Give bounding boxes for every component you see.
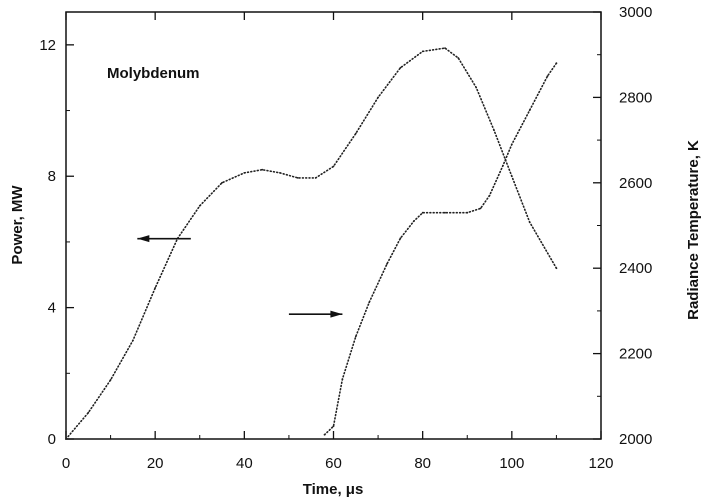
temperature-data-point [488, 194, 491, 197]
temperature-data-point [546, 75, 549, 77]
arrow-head [137, 235, 150, 243]
x-tick-label: 60 [325, 455, 342, 472]
temperature-data-point [502, 164, 504, 167]
left-y-tick-label: 0 [48, 431, 56, 448]
temperature-data-point [323, 433, 326, 436]
power-data-point [457, 57, 460, 59]
temperature-data-point [421, 211, 424, 214]
power-data-point [332, 165, 335, 168]
power-data-point [87, 411, 90, 414]
power-data-point [243, 172, 246, 174]
temperature-data-point [510, 143, 513, 146]
temperature-data-point [555, 62, 558, 65]
right-y-tick-label: 2600 [619, 175, 652, 192]
power-data-point [555, 267, 558, 270]
power-data-point [279, 172, 281, 174]
material-annotation: Molybdenum [107, 65, 200, 82]
power-data-point [132, 339, 134, 342]
power-data-point [528, 221, 531, 224]
right-y-tick-label: 2400 [619, 260, 652, 277]
temperature-series [323, 62, 558, 436]
left-y-axis-title: Power, MW [9, 185, 26, 265]
arrow-head [330, 310, 343, 318]
power-data-point [296, 177, 299, 179]
x-tick-label: 0 [62, 455, 70, 472]
power-data-point [444, 47, 446, 49]
temperature-data-point [354, 335, 357, 338]
ticks-layer: 0 20 40 60 80 100 120 0 4 8 12 2000 2200 2400 2600 2800… [39, 4, 652, 472]
power-data-point [421, 50, 424, 53]
x-tick-label: 40 [236, 455, 253, 472]
x-tick-label: 80 [414, 455, 431, 472]
left-y-tick-label: 12 [39, 37, 56, 54]
x-axis-title: Time, μs [303, 481, 364, 498]
power-series [65, 47, 558, 440]
temperature-data-point [386, 263, 388, 265]
right-axis-arrow [288, 310, 343, 318]
temperature-trace [323, 62, 558, 436]
temperature-data-point [412, 220, 415, 223]
power-data-point [109, 379, 112, 381]
right-y-tick-label: 3000 [619, 4, 652, 21]
power-data-point [65, 438, 67, 440]
right-y-tick-label: 2200 [619, 346, 652, 363]
temperature-data-point [341, 378, 344, 381]
power-data-point [261, 168, 264, 171]
temperature-data-point [528, 109, 531, 112]
left-y-tick-label: 4 [48, 300, 56, 317]
power-data-point [493, 129, 495, 132]
temperature-data-point [368, 301, 371, 304]
power-data-point [198, 204, 201, 207]
power-data-point [377, 96, 379, 99]
temperature-data-point [399, 237, 402, 240]
left-y-tick-label: 8 [48, 168, 56, 185]
x-tick-label: 100 [499, 455, 524, 472]
temperature-data-point [332, 425, 335, 428]
power-trace [65, 47, 558, 440]
temperature-data-point [444, 211, 446, 214]
arrow-layer [137, 235, 343, 318]
right-y-axis-title: Radiance Temperature, K [685, 140, 702, 320]
left-axis-arrow [137, 235, 191, 243]
power-data-point [510, 175, 513, 178]
data-layer [65, 47, 558, 440]
x-tick-label: 120 [588, 455, 613, 472]
right-y-tick-label: 2800 [619, 89, 652, 106]
x-tick-label: 20 [147, 455, 164, 472]
right-y-tick-label: 2000 [619, 431, 652, 448]
temperature-data-point [479, 207, 482, 210]
power-data-point [154, 287, 157, 289]
power-data-point [475, 86, 478, 89]
power-data-point [354, 132, 357, 135]
temperature-data-point [466, 211, 469, 214]
power-data-point [314, 177, 317, 179]
power-data-point [221, 181, 223, 184]
power-data-point [399, 66, 402, 69]
